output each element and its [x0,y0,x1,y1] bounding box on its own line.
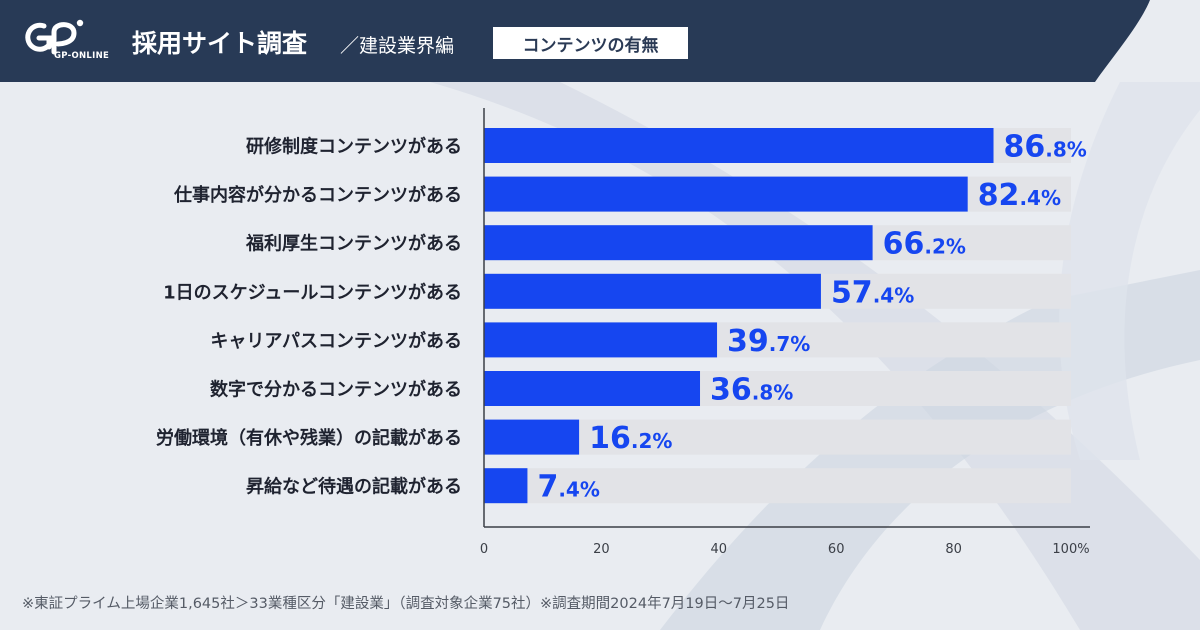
category-label: 福利厚生コンテンツがある [245,233,462,255]
value-label: 7.4% [537,470,599,505]
value-label: 16.2% [589,421,672,456]
x-tick-label: 100% [1052,542,1089,557]
x-tick-label: 60 [828,542,845,557]
value-label: 39.7% [727,324,810,359]
topic-badge: コンテンツの有無 [493,27,688,59]
x-tick-label: 40 [711,542,728,557]
category-label: 昇給など待遇の記載がある [246,476,462,498]
page-subtitle: ／建設業界編 [340,35,455,57]
x-tick-label: 20 [593,542,610,557]
bar [484,225,873,261]
bar [484,176,968,212]
value-label: 86.8% [1004,130,1087,165]
value-label: 57.4% [831,275,914,310]
bar [484,468,528,504]
gp-online-logo [25,19,84,55]
x-tick-label: 0 [480,542,488,557]
page-title: 採用サイト調査 [132,29,308,58]
category-label: 数字で分かるコンテンツがある [210,379,462,401]
category-label: 1日のスケジュールコンテンツがある [163,281,462,303]
bar [484,371,701,406]
x-tick-label: 80 [945,542,962,557]
category-label: 仕事内容が分かるコンテンツがある [173,184,462,206]
bar-track [484,419,1071,455]
footer-note: ※東証プライム上場企業1,645社＞33業種区分「建設業」（調査対象企業75社）… [22,596,790,612]
bar-track [484,468,1071,504]
bar [484,128,994,163]
header-bar: GP-ONLINE 採用サイト調査 ／建設業界編 コンテンツの有無 [0,0,1200,82]
value-label: 36.8% [710,373,793,408]
category-label: 研修制度コンテンツがある [246,136,462,158]
bar [484,419,580,455]
bar [484,322,718,358]
category-label: 労働環境（有休や残業）の記載がある [156,427,462,449]
category-label: キャリアパスコンテンツがある [210,330,462,352]
value-label: 82.4% [978,178,1061,213]
bar [484,273,821,309]
logo-text: GP-ONLINE [54,51,110,61]
value-label: 66.2% [883,227,966,262]
